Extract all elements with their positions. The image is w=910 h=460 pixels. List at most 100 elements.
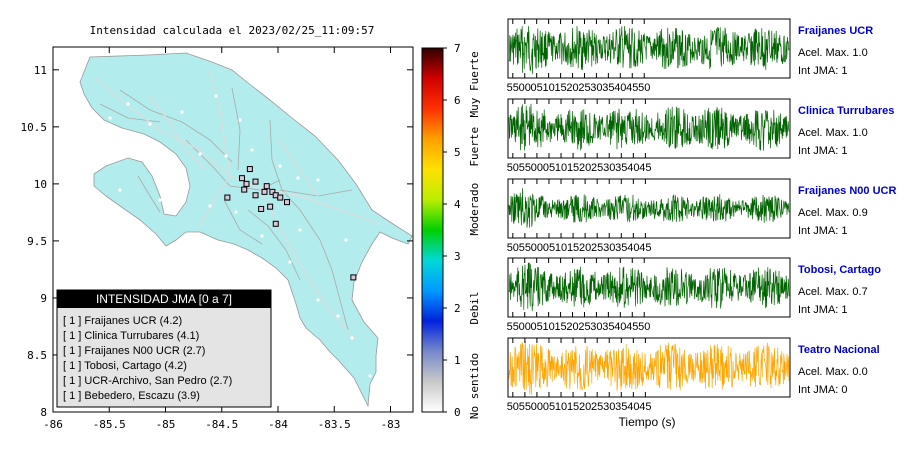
time-axis-label: Tiempo (s): [619, 415, 676, 429]
town-dot: [224, 154, 228, 158]
trace-tick-label: 25: [578, 321, 590, 333]
trace-tick-label: 40: [614, 82, 626, 94]
colorbar-tick-label: 2: [454, 302, 461, 315]
map-x-axis: -86 -85.5 -85 -84.5 -84 -83.5 -83: [43, 47, 400, 431]
trace-panel: 55 00 05 10 15 20 25 30 35 40 45 50 Tobosi, Cartago A…: [507, 257, 881, 333]
trace-tick-label: 05: [543, 242, 555, 254]
colorbar-gradient: [421, 47, 444, 413]
waveform: [508, 26, 790, 75]
town-dot: [126, 102, 130, 106]
trace-tick-label: 45: [639, 242, 651, 254]
station-marker: [277, 194, 284, 201]
legend-item: [ 1 ] Tobosi, Cartago (4.2): [63, 360, 187, 372]
map-y-axis: 11 10.5 10 9.5 9 8.5 8: [21, 64, 413, 419]
town-dot: [238, 118, 242, 122]
town-dot: [118, 188, 122, 192]
trace-tick-label: 20: [579, 401, 591, 413]
map-x-tick-label: -86: [43, 418, 63, 431]
station-marker: [239, 175, 245, 182]
trace-tick-label: 05: [543, 401, 555, 413]
trace-tick-label: 55: [519, 401, 531, 413]
waveform: [508, 262, 790, 312]
station-marker: [224, 194, 231, 201]
province-borders: [99, 87, 353, 331]
waveform: [508, 103, 790, 151]
trace-station-name: Fraijanes UCR: [798, 25, 873, 37]
colorbar: 0 1 2 3 4 5 6 7 No sentido Debil Moderado Fuerte Mu…: [421, 42, 481, 419]
town-dot: [278, 164, 282, 168]
trace-tick-label: 30: [590, 321, 602, 333]
town-dot: [316, 298, 320, 302]
station-marker: [272, 220, 279, 227]
trace-tick-label: 55: [507, 82, 519, 94]
trace-tick-label: 40: [627, 242, 639, 254]
colorbar-tick-label: 6: [454, 94, 461, 107]
colorbar-labels: No sentido Debil Moderado Fuerte Muy Fuerte: [468, 51, 481, 419]
town-dot: [368, 374, 372, 378]
town-dot: [180, 110, 184, 114]
station-marker: [269, 188, 276, 195]
trace-tick-label: 35: [615, 242, 627, 254]
trace-accel-max: Acel. Max. 0.0: [798, 366, 868, 378]
trace-tick-label: 20: [579, 242, 591, 254]
trace-tick-label: 45: [626, 321, 638, 333]
town-dot: [108, 116, 112, 120]
trace-tick-label: 50: [507, 162, 519, 174]
station-marker: [252, 192, 259, 199]
trace-tick-label: 30: [603, 401, 615, 413]
trace-tick-label: 40: [614, 321, 626, 333]
station-markers: [108, 94, 372, 378]
station-marker: [241, 186, 248, 193]
trace-station-name: Clinica Turrubares: [798, 105, 894, 117]
legend-item: [ 1 ] Clinica Turrubares (4.1): [63, 330, 199, 342]
trace-tick-label: 00: [531, 401, 543, 413]
legend-item: [ 1 ] Bebedero, Escazu (3.9): [63, 390, 200, 402]
trace-tick-label: 30: [590, 82, 602, 94]
costa-rica-landmass: [79, 52, 413, 408]
legend-item: [ 1 ] UCR-Archivo, San Pedro (2.7): [63, 375, 232, 387]
legend-title: INTENSIDAD JMA [0 a 7]: [96, 292, 232, 306]
trace-tick-label: 10: [555, 162, 567, 174]
trace-panel: 55 00 05 10 15 20 25 30 35 40 45 50 Fraijanes UCR Ace…: [507, 18, 873, 94]
colorbar-tick-label: 3: [454, 250, 461, 263]
roads: [95, 69, 381, 341]
map-x-tick-label: -85.5: [93, 418, 126, 431]
trace-tick-label: 35: [602, 82, 614, 94]
town-dot: [148, 122, 152, 126]
station-marker: [284, 199, 290, 206]
legend-header: [57, 290, 271, 308]
trace-tick-label: 50: [638, 321, 650, 333]
trace-tick-label: 50: [507, 242, 519, 254]
map-y-tick-label: 11: [34, 64, 47, 77]
colorbar-tick-label: 0: [454, 406, 461, 419]
map-x-tick-label: -84: [268, 418, 288, 431]
station-marker: [252, 178, 259, 185]
colorbar-class-label: Debil: [468, 291, 481, 324]
trace-jma-intensity: Int JMA: 1: [798, 65, 848, 77]
town-dot: [298, 228, 302, 232]
colorbar-class-label: No sentido: [468, 353, 481, 419]
town-dot: [350, 336, 354, 340]
trace-panel: 50 55 00 05 10 15 20 25 30 35 40 45 Teatro Nacional A…: [507, 337, 880, 413]
map-y-tick-label: 8: [40, 406, 47, 419]
trace-tick-label: 00: [519, 82, 531, 94]
trace-tick-label: 05: [531, 321, 543, 333]
town-dot: [198, 152, 202, 156]
trace-panel: 50 55 00 05 10 15 20 25 30 35 40 45 Clinica Turrubar…: [507, 98, 894, 174]
trace-tick-label: 15: [567, 242, 579, 254]
station-marker: [246, 166, 253, 173]
trace-station-name: Fraijanes N00 UCR: [798, 185, 896, 197]
town-dot: [344, 238, 348, 242]
station-marker: [267, 203, 274, 210]
trace-tick-label: 55: [507, 321, 519, 333]
trace-tick-label: 35: [602, 321, 614, 333]
trace-tick-label: 05: [543, 162, 555, 174]
trace-tick-label: 25: [591, 162, 603, 174]
town-dot: [158, 198, 162, 202]
station-marker: [263, 183, 270, 190]
trace-tick-label: 25: [591, 242, 603, 254]
town-dot: [316, 178, 320, 182]
colorbar-tick-label: 5: [454, 146, 461, 159]
trace-tick-label: 15: [554, 321, 566, 333]
